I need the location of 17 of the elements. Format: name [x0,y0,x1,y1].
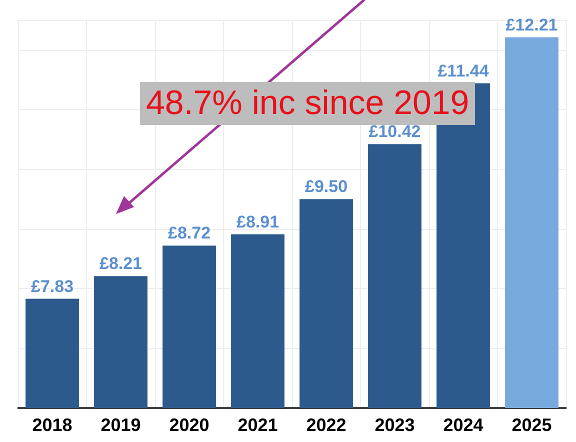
data-label: £8.91 [236,212,280,232]
x-tick-label: 2020 [169,415,210,435]
x-tick-label: 2021 [238,415,278,435]
annotation: 48.7% inc since 2019 [146,84,470,122]
data-label: £8.21 [99,254,142,274]
data-label: £8.72 [168,224,211,243]
data-label: £10.42 [368,122,421,142]
data-label: £11.44 [438,61,490,80]
data-label: £9.50 [304,177,348,196]
x-tick-label: 2024 [443,415,484,435]
x-tick-label: 2023 [374,415,415,435]
x-tick-label: 2018 [32,415,72,435]
x-tick-label: 2025 [512,415,552,435]
x-tick-label: 2022 [306,415,346,435]
data-label: £7.83 [30,276,74,296]
data-label: £12.21 [506,15,558,34]
x-tick-label: 2019 [100,415,141,435]
